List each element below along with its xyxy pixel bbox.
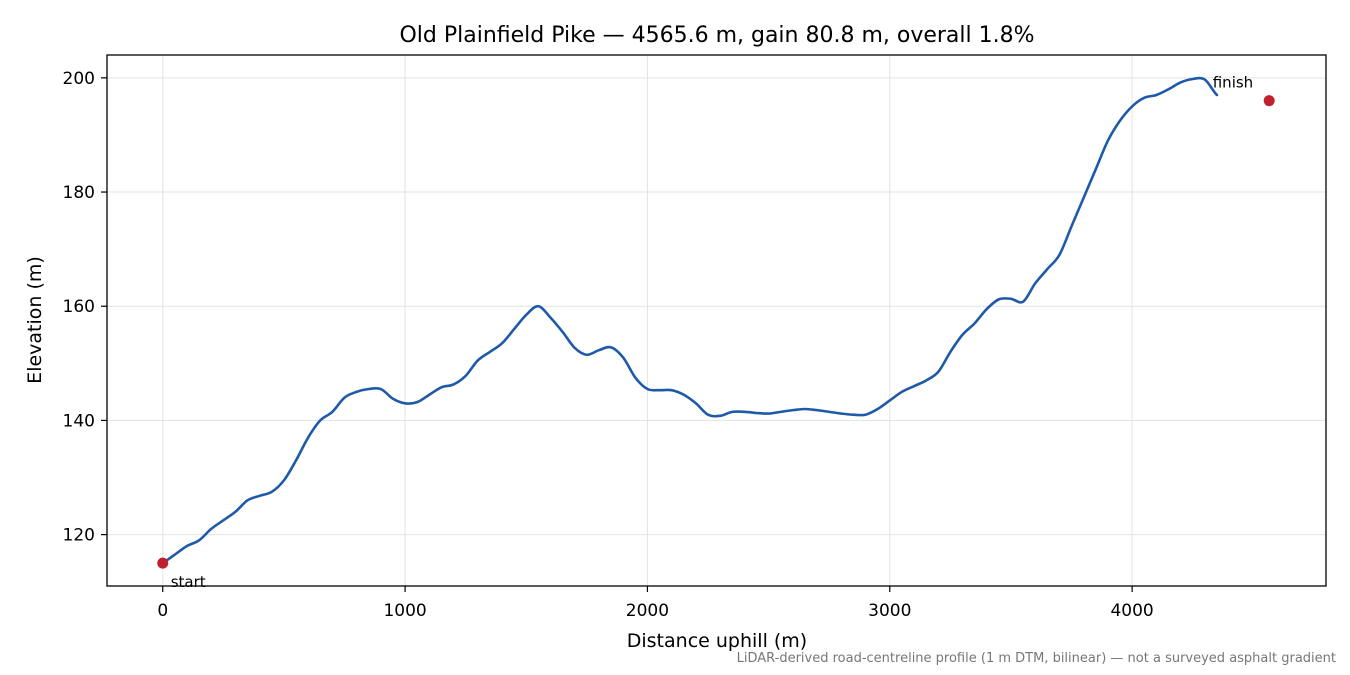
- plot-frame: [106, 54, 1327, 587]
- y-axis-ticks: 120 140 160 180 200: [63, 69, 107, 546]
- x-tick-label: 3000: [868, 601, 911, 621]
- y-tick-label: 160: [63, 297, 95, 317]
- chart-title: Old Plainfield Pike — 4565.6 m, gain 80.…: [399, 23, 1034, 48]
- grid-lines: [107, 55, 1326, 586]
- x-tick-label: 1000: [383, 601, 426, 621]
- start-label: start: [171, 573, 206, 591]
- x-axis-ticks: 0 1000 2000 3000 4000: [157, 586, 1154, 621]
- x-tick-label: 2000: [626, 601, 669, 621]
- finish-marker: [1263, 95, 1275, 107]
- y-tick-label: 200: [63, 69, 95, 89]
- start-marker: [157, 557, 169, 569]
- x-tick-label: 0: [157, 601, 168, 621]
- elevation-profile-line: [161, 76, 1219, 565]
- x-tick-label: 4000: [1110, 601, 1153, 621]
- y-tick-label: 180: [63, 183, 95, 203]
- x-axis-label: Distance uphill (m): [627, 630, 807, 652]
- data-source-note: LiDAR-derived road-centreline profile (1…: [736, 651, 1336, 666]
- finish-label: finish: [1213, 74, 1253, 92]
- y-tick-label: 120: [63, 526, 95, 546]
- endpoint-markers: start finish: [157, 74, 1275, 591]
- y-tick-label: 140: [63, 411, 95, 431]
- y-axis-label: Elevation (m): [24, 256, 46, 384]
